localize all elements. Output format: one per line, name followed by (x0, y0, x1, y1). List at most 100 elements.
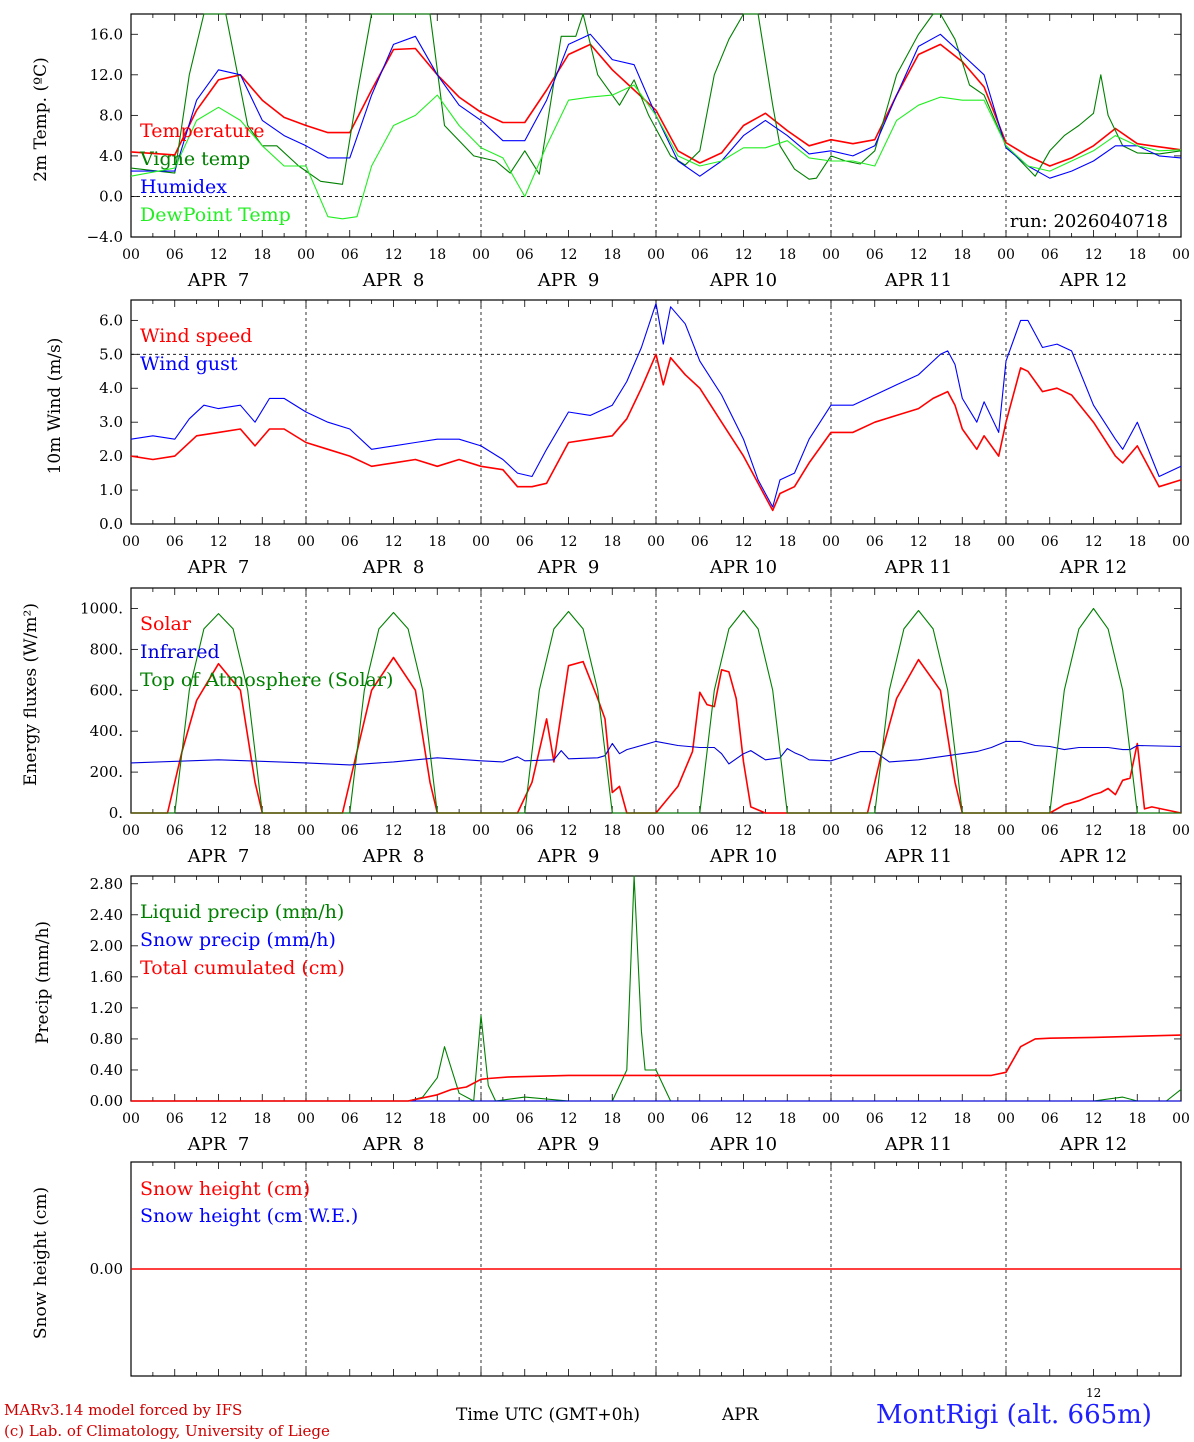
legend-entry: Snow height (cm) (140, 1178, 310, 1200)
x-tick-label: 18 (428, 247, 446, 263)
y-tick-label: 1.60 (90, 968, 123, 986)
x-tick-label: 12 (735, 1111, 753, 1127)
x-tick-label: 12 (735, 247, 753, 263)
panel-energy: 00 06 12 18 00 06 12 18 00 06 12 18 00 06 12 18 00 06 12 18… (21, 587, 1190, 867)
run-annotation: run: 2026040718 (1010, 211, 1168, 232)
x-tick-label: 18 (603, 823, 621, 839)
x-tick-label: 06 (1041, 1111, 1059, 1127)
day-label: APR 12 (1059, 270, 1127, 291)
x-tick-label: 00 (997, 1111, 1015, 1127)
y-tick-label: 6.0 (99, 311, 123, 329)
x-tick-label: 18 (253, 534, 271, 550)
y-tick-label: 12.0 (90, 66, 123, 84)
x-tick-label: 12 (385, 823, 403, 839)
x-tick-label: 06 (866, 534, 884, 550)
x-tick-label: 12 (910, 1111, 928, 1127)
x-tick-label: 06 (691, 247, 709, 263)
y-tick-label: 4.0 (99, 379, 123, 397)
x-tick-label: 12 (735, 534, 753, 550)
panel-snow: 0.00 Snow height (cm) Snow height (cm) Snow… (31, 1161, 1182, 1377)
x-tick-label: 18 (778, 1111, 796, 1127)
y-tick-label: 200. (90, 763, 123, 781)
series-line (130, 740, 1182, 766)
x-tick-label: 06 (516, 823, 534, 839)
x-tick-label: 06 (691, 823, 709, 839)
x-tick-label: 18 (253, 1111, 271, 1127)
x-tick-label: 12 (1085, 1111, 1103, 1127)
series-line (131, 33, 1182, 179)
x-tick-label: 00 (122, 1111, 140, 1127)
legend-entry: Humidex (140, 176, 227, 198)
x-tick-label: 00 (1172, 534, 1190, 550)
plot-frame (130, 587, 1182, 814)
y-tick-label: 600. (90, 681, 123, 699)
x-tick-label: 12 (560, 247, 578, 263)
y-tick-label: 2.80 (90, 875, 123, 893)
x-tick-label: 12 (210, 823, 228, 839)
x-tick-label: 00 (472, 823, 490, 839)
x-tick-label: 00 (472, 534, 490, 550)
x-tick-label: 06 (866, 1111, 884, 1127)
month-label: APR (722, 1405, 759, 1425)
series-line (130, 43, 1182, 167)
day-label: APR 12 (1059, 846, 1127, 867)
day-label: APR 11 (884, 557, 952, 578)
series-line (130, 302, 1182, 508)
x-tick-label: 00 (1172, 1111, 1190, 1127)
x-tick-label: 18 (1128, 247, 1146, 263)
legend-entry: Vigne temp (139, 148, 250, 170)
y-tick-label: 0.0 (99, 187, 123, 205)
legend-entry: Snow precip (mm/h) (140, 929, 336, 951)
panel-wind: 00 06 12 18 00 06 12 18 00 06 12 18 00 06 12 18 00 06 12 18… (45, 299, 1190, 578)
x-tick-label: 06 (341, 823, 359, 839)
y-tick-label: 1.0 (99, 481, 123, 499)
x-tick-label: 18 (1128, 1111, 1146, 1127)
panel-precip: 00 06 12 18 00 06 12 18 00 06 12 18 00 06 12 18 00 06 12 18… (33, 875, 1190, 1155)
x-tick-label: 00 (647, 247, 665, 263)
x-tick-label: 18 (428, 1111, 446, 1127)
x-tick-label: 18 (253, 247, 271, 263)
y-tick-label: 4.0 (99, 147, 123, 165)
y-tick-label: 8.0 (99, 106, 123, 124)
y-tick-label: −4.0 (87, 228, 123, 246)
y-tick-label: 0.00 (90, 1092, 123, 1110)
x-tick-label: 18 (428, 823, 446, 839)
x-tick-label: 06 (341, 534, 359, 550)
day-label: APR 10 (709, 1134, 777, 1155)
day-label: APR 9 (537, 557, 600, 578)
x-tick-label: 00 (472, 247, 490, 263)
x-tick-label: 12 (210, 534, 228, 550)
day-label: APR 7 (187, 1134, 250, 1155)
legend-entry: Snow height (cm W.E.) (140, 1205, 358, 1227)
day-marker: 12 (1086, 1386, 1102, 1400)
x-tick-label: 06 (166, 534, 184, 550)
time-axis-label: Time UTC (GMT+0h) (456, 1405, 641, 1425)
y-tick-label: 800. (90, 640, 123, 658)
y-tick-label: 0.0 (99, 515, 123, 533)
legend-entry: Wind gust (140, 353, 238, 375)
y-tick-label: 16.0 (90, 25, 123, 43)
x-tick-label: 12 (385, 1111, 403, 1127)
x-tick-label: 12 (910, 823, 928, 839)
y-axis-label: 10m Wind (m/s) (45, 338, 65, 475)
x-tick-label: 06 (1041, 534, 1059, 550)
x-tick-label: 06 (341, 1111, 359, 1127)
x-tick-label: 06 (691, 534, 709, 550)
legend-entry: Total cumulated (cm) (140, 957, 345, 979)
day-label: APR 9 (537, 270, 600, 291)
x-tick-label: 00 (297, 247, 315, 263)
day-label: APR 11 (884, 846, 952, 867)
day-label: APR 9 (537, 1134, 600, 1155)
day-label: APR 8 (362, 270, 425, 291)
plot-frame (130, 299, 1182, 525)
legend-entry: Wind speed (140, 325, 252, 347)
day-label: APR 12 (1059, 557, 1127, 578)
x-tick-label: 00 (822, 247, 840, 263)
day-label: APR 12 (1059, 1134, 1127, 1155)
x-tick-label: 12 (910, 534, 928, 550)
y-tick-label: 0.00 (90, 1260, 123, 1278)
day-label: APR 8 (362, 1134, 425, 1155)
day-label: APR 10 (709, 270, 777, 291)
x-tick-label: 12 (560, 823, 578, 839)
y-tick-label: 0.40 (90, 1061, 123, 1079)
